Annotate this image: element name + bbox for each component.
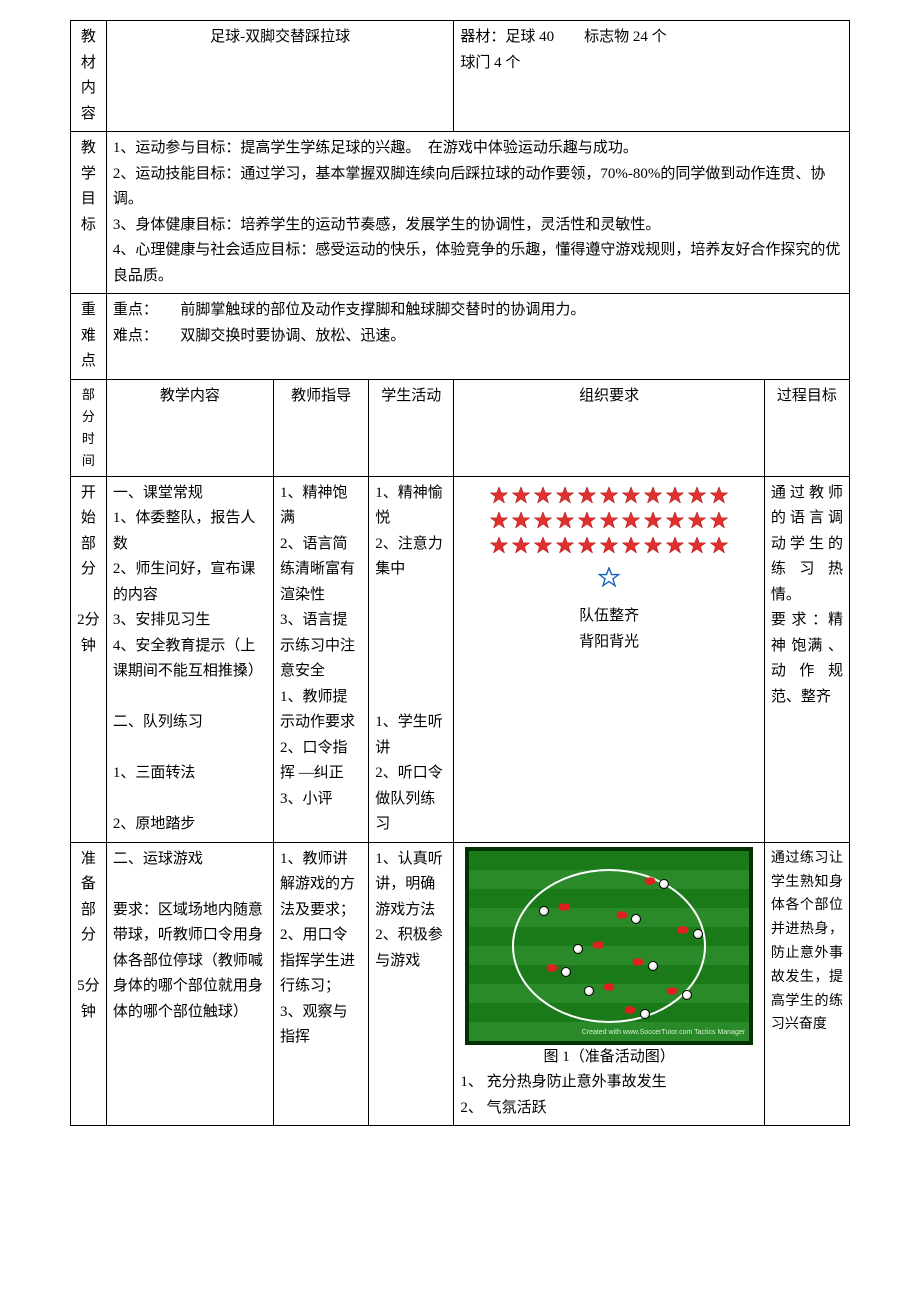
row2-content: 二、运球游戏 要求：区域场地内随意带球，听教师口令用身体各部位停球（教师喊身体的…: [106, 842, 273, 1126]
student-star-icon: [665, 511, 685, 531]
ball-icon: [640, 1009, 650, 1019]
player-icon: [615, 908, 633, 922]
student-star-icon: [555, 536, 575, 556]
row1-org-cap1: 队伍整齐: [460, 604, 758, 630]
formation-diagram: [460, 481, 758, 605]
row1-goal: 通过教师的语言调动学生的练习热情。 要 求 ：精 神 饱满 、 动作规范、整齐: [764, 476, 849, 842]
student-star-icon: [599, 511, 619, 531]
row2-org: Created with www.SoccerTutor.com Tactics…: [454, 842, 765, 1126]
col-content: 教学内容: [106, 379, 273, 476]
row2-org-li2: 2、 气氛活跃: [460, 1096, 758, 1122]
player-icon: [643, 874, 661, 888]
col-time: 部分 时间: [71, 379, 107, 476]
col-org: 组织要求: [454, 379, 765, 476]
student-star-icon: [709, 511, 729, 531]
row2-goal: 通过练习让学生熟知身体各个部位并进热身，防止意外事故发生，提高学生的练习兴奋度: [764, 842, 849, 1126]
goals-text: 1、运动参与目标：提高学生学练足球的兴趣。 在游戏中体验运动乐趣与成功。 2、运…: [106, 132, 849, 294]
student-star-icon: [577, 486, 597, 506]
row1-student: 1、精神愉悦 2、注意力集中 1、学生听讲 2、听口令做队列练习: [369, 476, 454, 842]
player-icon: [545, 961, 563, 975]
student-star-icon: [511, 536, 531, 556]
student-star-icon: [577, 511, 597, 531]
player-icon: [676, 923, 694, 937]
student-star-icon: [577, 536, 597, 556]
student-star-icon: [555, 511, 575, 531]
ball-icon: [539, 906, 549, 916]
student-star-icon: [533, 536, 553, 556]
row2-student: 1、认真听讲，明确游戏方法 2、积极参与游戏: [369, 842, 454, 1126]
student-star-icon: [621, 486, 641, 506]
row1-teacher: 1、精神饱满 2、语言简练清晰富有渲染性 3、语言提示练习中注意安全 1、教师提…: [273, 476, 368, 842]
player-icon: [553, 900, 571, 914]
player-icon: [623, 1003, 641, 1017]
student-star-icon: [709, 536, 729, 556]
player-icon: [665, 984, 683, 998]
student-star-icon: [599, 536, 619, 556]
ball-icon: [693, 929, 703, 939]
student-star-icon: [489, 511, 509, 531]
row1-org-cap2: 背阳背光: [460, 630, 758, 656]
ball-icon: [682, 990, 692, 1000]
student-star-icon: [621, 511, 641, 531]
student-star-icon: [687, 536, 707, 556]
student-star-icon: [599, 486, 619, 506]
goals-label: 教学目标: [71, 132, 107, 294]
student-star-icon: [709, 486, 729, 506]
row1-time: 开始部分 2分钟: [71, 476, 107, 842]
row2-org-li1: 1、 充分热身防止意外事故发生: [460, 1070, 758, 1096]
student-star-icon: [489, 536, 509, 556]
student-star-icon: [533, 486, 553, 506]
student-star-icon: [643, 486, 663, 506]
player-icon: [631, 955, 649, 969]
student-star-icon: [665, 536, 685, 556]
student-star-icon: [687, 511, 707, 531]
student-star-icon: [687, 486, 707, 506]
keypoints-text: 重点： 前脚掌触球的部位及动作支撑脚和触球脚交替时的协调用力。 难点： 双脚交换…: [106, 294, 849, 380]
teacher-star-icon: [598, 567, 620, 589]
lesson-title: 足球-双脚交替踩拉球: [106, 21, 453, 132]
ball-icon: [584, 986, 594, 996]
row1-content: 一、课堂常规 1、体委整队，报告人数 2、师生问好，宣布课的内容 3、安排见习生…: [106, 476, 273, 842]
student-star-icon: [643, 536, 663, 556]
ball-icon: [573, 944, 583, 954]
materials-label: 教材内容: [71, 21, 107, 132]
row2-org-caption: 图 1（准备活动图）: [460, 1045, 758, 1071]
col-goal: 过程目标: [764, 379, 849, 476]
student-star-icon: [555, 486, 575, 506]
row2-teacher: 1、教师讲解游戏的方法及要求； 2、用口令指挥学生进行练习； 3、观察与指挥: [273, 842, 368, 1126]
soccer-field-diagram: Created with www.SoccerTutor.com Tactics…: [465, 847, 753, 1045]
student-star-icon: [665, 486, 685, 506]
player-icon: [598, 980, 616, 994]
lesson-plan-table: 教材内容 足球-双脚交替踩拉球 器材：足球 40 标志物 24 个 球门 4 个…: [70, 20, 850, 1126]
col-student: 学生活动: [369, 379, 454, 476]
row1-org: 队伍整齐 背阳背光: [454, 476, 765, 842]
player-icon: [587, 938, 605, 952]
student-star-icon: [533, 511, 553, 531]
col-teacher: 教师指导: [273, 379, 368, 476]
student-star-icon: [511, 511, 531, 531]
equipment-cell: 器材：足球 40 标志物 24 个 球门 4 个: [454, 21, 850, 132]
student-star-icon: [621, 536, 641, 556]
student-star-icon: [489, 486, 509, 506]
student-star-icon: [511, 486, 531, 506]
row2-time: 准备部分 5分钟: [71, 842, 107, 1126]
keypoints-label: 重难点: [71, 294, 107, 380]
student-star-icon: [643, 511, 663, 531]
